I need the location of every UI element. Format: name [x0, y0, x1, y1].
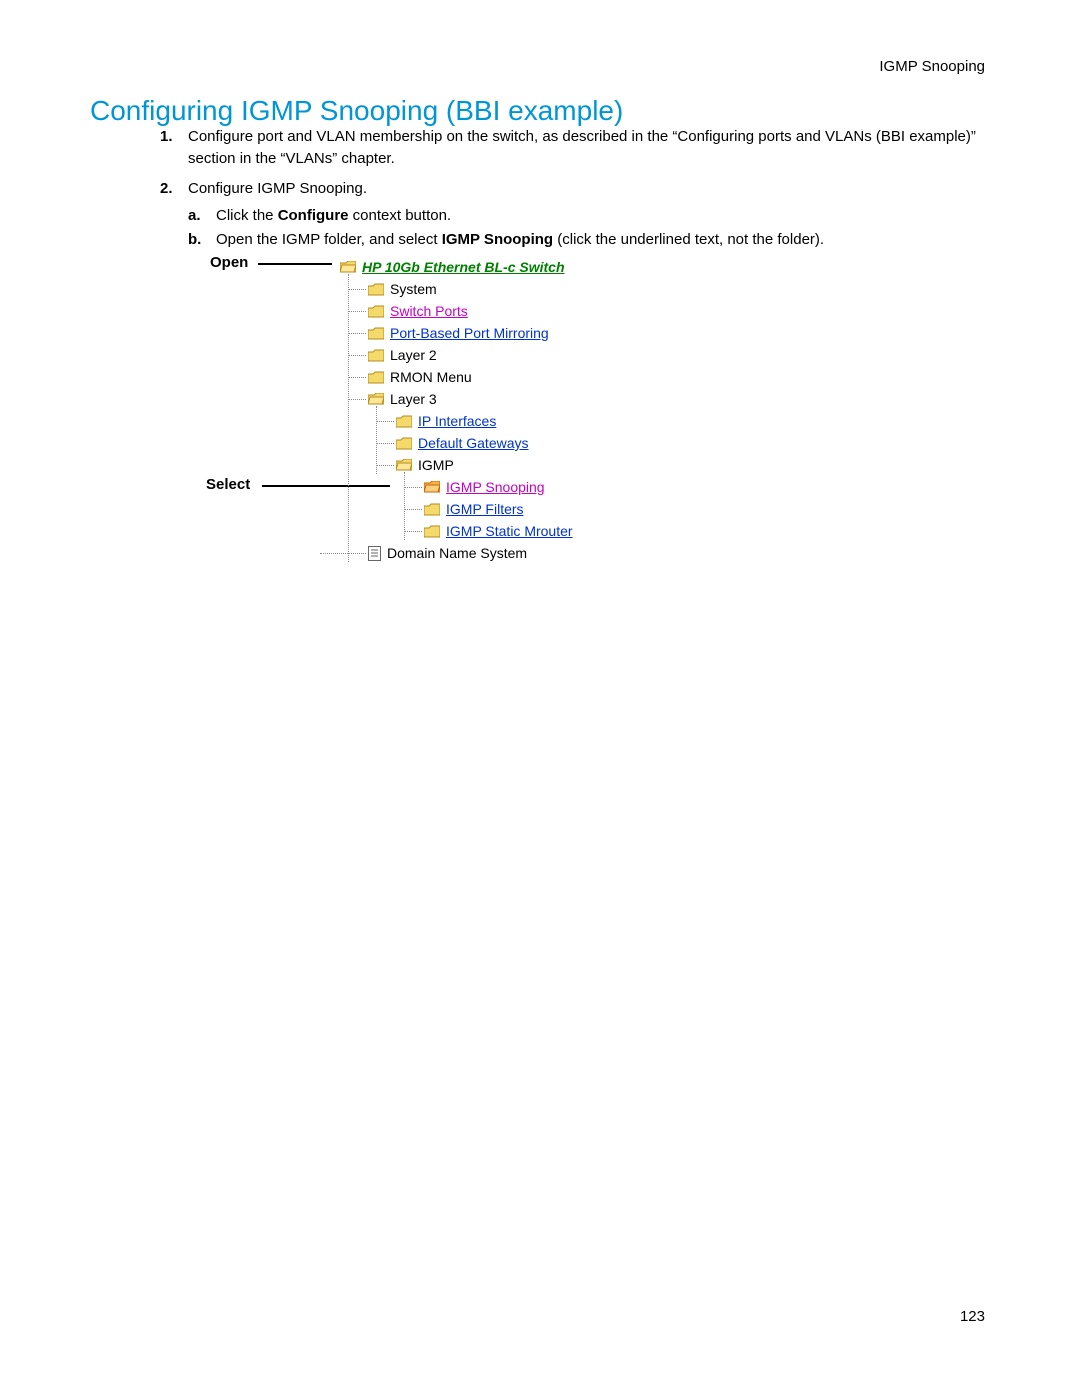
folder-icon: [368, 371, 384, 384]
callout-open-line: [258, 263, 332, 265]
tree-label-switch-ports[interactable]: Switch Ports: [390, 303, 468, 319]
tree-label-igmp-filters[interactable]: IGMP Filters: [446, 501, 524, 517]
step-1: 1. Configure port and VLAN membership on…: [160, 126, 985, 170]
tree-label-ip-if[interactable]: IP Interfaces: [418, 413, 496, 429]
step-1-text: Configure port and VLAN membership on th…: [188, 128, 976, 167]
tree-item-rmon[interactable]: RMON Menu: [340, 366, 573, 388]
step-number: 2.: [160, 178, 173, 200]
tree-label-igmp[interactable]: IGMP: [418, 457, 454, 473]
folder-icon: [368, 305, 384, 318]
substep-list: a. Click the Configure context button. b…: [188, 205, 985, 251]
tree-guide-line: [348, 311, 366, 312]
tree-label-layer2[interactable]: Layer 2: [390, 347, 437, 363]
tree-guide-line: [348, 355, 366, 356]
folder-icon: [396, 437, 412, 450]
step-2-text: Configure IGMP Snooping.: [188, 180, 367, 197]
tree-item-port-mirroring[interactable]: Port-Based Port Mirroring: [340, 322, 573, 344]
folder-open-icon: [396, 459, 412, 472]
folder-open-icon: [424, 481, 440, 494]
document-icon: [368, 546, 381, 561]
folder-icon: [424, 525, 440, 538]
substep-a: a. Click the Configure context button.: [188, 205, 985, 227]
page-heading: Configuring IGMP Snooping (BBI example): [90, 95, 623, 127]
tree-guide-line: [348, 377, 366, 378]
tree-label-root[interactable]: HP 10Gb Ethernet BL-c Switch: [362, 259, 565, 275]
tree-item-igmp-snooping[interactable]: IGMP Snooping: [340, 476, 573, 498]
step-number: 1.: [160, 126, 173, 148]
folder-icon: [424, 503, 440, 516]
tree-item-layer2[interactable]: Layer 2: [340, 344, 573, 366]
tree-diagram: Open Select HP 10Gb Ethernet BL-c Switch…: [210, 254, 730, 584]
folder-open-icon: [340, 261, 356, 274]
folder-icon: [368, 283, 384, 296]
tree-item-root[interactable]: HP 10Gb Ethernet BL-c Switch: [340, 256, 573, 278]
tree-guide-line: [376, 421, 394, 422]
tree-label-rmon[interactable]: RMON Menu: [390, 369, 472, 385]
tree-guide-line: [376, 465, 394, 466]
instruction-list: 1. Configure port and VLAN membership on…: [160, 126, 985, 259]
tree-item-ip-interfaces[interactable]: IP Interfaces: [340, 410, 573, 432]
tree-item-default-gateways[interactable]: Default Gateways: [340, 432, 573, 454]
tree-guide-line: [348, 399, 366, 400]
tree-item-igmp[interactable]: IGMP: [340, 454, 573, 476]
substep-a-bold: Configure: [278, 207, 349, 224]
tree-guide-line: [348, 333, 366, 334]
tree-label-system[interactable]: System: [390, 281, 437, 297]
folder-icon: [368, 327, 384, 340]
step-2: 2. Configure IGMP Snooping. a. Click the…: [160, 178, 985, 251]
substep-a-suffix: context button.: [349, 207, 452, 224]
tree-guide-line: [320, 553, 366, 554]
tree-label-port-mirror[interactable]: Port-Based Port Mirroring: [390, 325, 549, 341]
tree-item-dns[interactable]: Domain Name System: [312, 542, 573, 564]
callout-open: Open: [210, 254, 248, 271]
tree-guide-line: [404, 509, 422, 510]
header-section-title: IGMP Snooping: [879, 58, 985, 75]
substep-b: b. Open the IGMP folder, and select IGMP…: [188, 229, 985, 251]
tree-label-layer3[interactable]: Layer 3: [390, 391, 437, 407]
tree-guide-line: [348, 289, 366, 290]
folder-open-icon: [368, 393, 384, 406]
substep-letter: a.: [188, 205, 201, 227]
folder-icon: [368, 349, 384, 362]
substep-b-suffix: (click the underlined text, not the fold…: [553, 231, 824, 248]
tree-view: HP 10Gb Ethernet BL-c Switch System Swit…: [340, 256, 573, 564]
tree-guide-line: [404, 531, 422, 532]
tree-item-layer3[interactable]: Layer 3: [340, 388, 573, 410]
tree-label-igmp-static[interactable]: IGMP Static Mrouter: [446, 523, 573, 539]
tree-guide-line: [376, 443, 394, 444]
tree-item-system[interactable]: System: [340, 278, 573, 300]
substep-b-prefix: Open the IGMP folder, and select: [216, 231, 442, 248]
page-number: 123: [960, 1308, 985, 1325]
callout-select: Select: [206, 476, 250, 493]
tree-item-igmp-filters[interactable]: IGMP Filters: [340, 498, 573, 520]
tree-label-dns[interactable]: Domain Name System: [387, 545, 527, 561]
substep-letter: b.: [188, 229, 201, 251]
substep-a-prefix: Click the: [216, 207, 278, 224]
folder-icon: [396, 415, 412, 428]
tree-label-igmp-snoop[interactable]: IGMP Snooping: [446, 479, 545, 495]
substep-b-bold: IGMP Snooping: [442, 231, 553, 248]
tree-label-def-gw[interactable]: Default Gateways: [418, 435, 529, 451]
tree-item-igmp-static[interactable]: IGMP Static Mrouter: [340, 520, 573, 542]
tree-item-switch-ports[interactable]: Switch Ports: [340, 300, 573, 322]
tree-guide-line: [404, 487, 422, 488]
